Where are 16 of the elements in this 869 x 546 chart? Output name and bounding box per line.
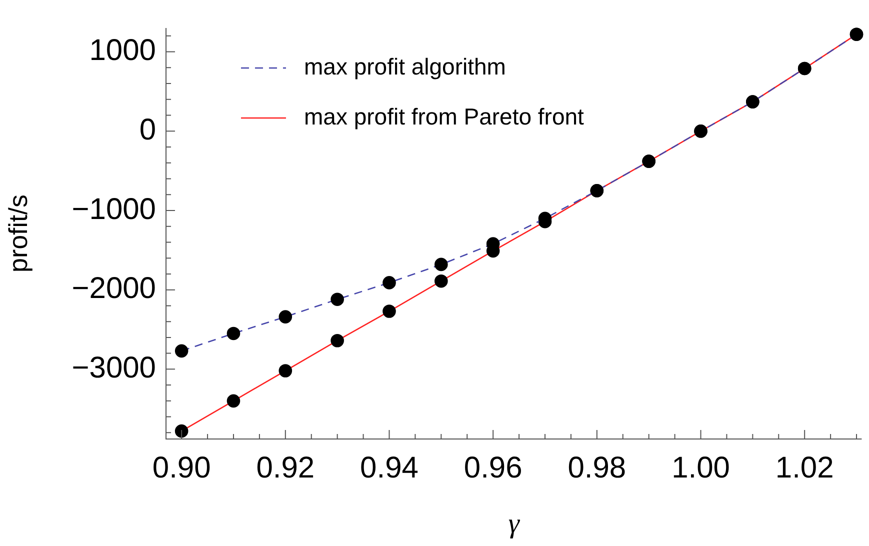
legend-label: max profit from Pareto front — [304, 103, 585, 130]
y-tick-label: −2000 — [72, 272, 156, 306]
x-tick-label: 0.94 — [360, 451, 418, 484]
legend-label: max profit algorithm — [304, 53, 506, 80]
x-tick-label: 0.96 — [464, 451, 522, 484]
y-tick-label: −3000 — [72, 351, 156, 384]
y-tick-label: 0 — [139, 113, 156, 146]
y-tick-label: 1000 — [89, 34, 156, 68]
x-tick-label: 1.02 — [775, 451, 834, 484]
x-axis-title: γ — [508, 508, 520, 540]
y-tick-label: −1000 — [72, 192, 156, 226]
x-tick-label: 0.98 — [568, 451, 626, 484]
x-tick-label: 0.92 — [256, 451, 315, 484]
x-tick-label: 1.00 — [672, 451, 730, 484]
x-tick-label: 0.90 — [152, 451, 211, 484]
y-axis-title: profit/s — [2, 194, 33, 273]
